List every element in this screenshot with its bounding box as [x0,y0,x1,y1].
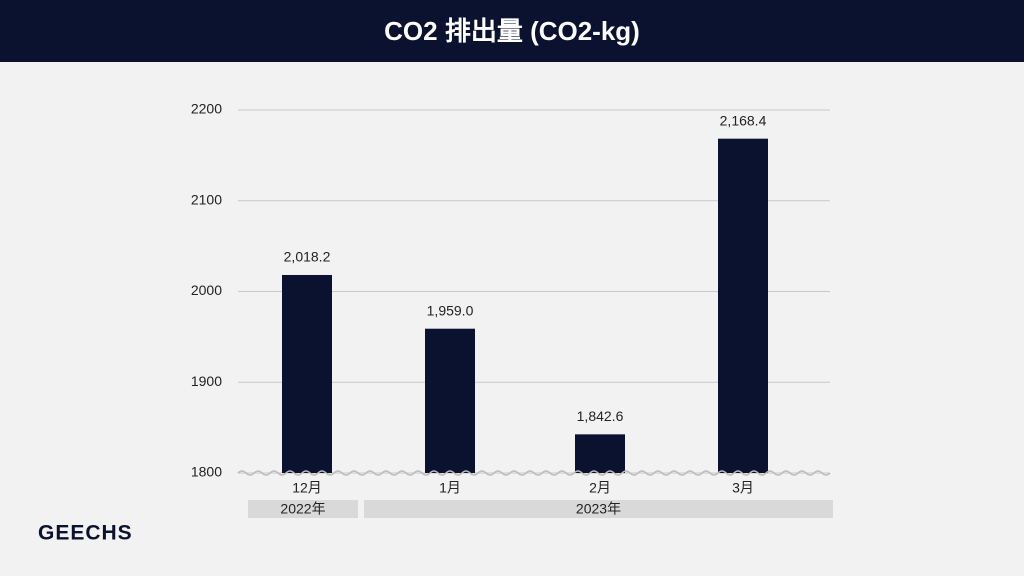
header-bar [0,0,1024,62]
y-tick-label: 1800 [191,464,222,480]
bar [282,274,332,473]
bar [718,138,768,473]
group-label: 2022年 [280,501,325,517]
value-label: 1,959.0 [427,302,474,318]
y-tick-label: 2100 [191,191,222,207]
bar [575,434,625,473]
x-tick-label: 2月 [589,480,611,496]
group-band [248,500,358,518]
y-tick-label: 2000 [191,282,222,298]
value-label: 1,842.6 [577,408,624,424]
y-tick-label: 1900 [191,373,222,389]
logo: GEECHS [38,522,133,545]
value-label: 2,018.2 [284,249,331,265]
x-tick-label: 12月 [292,480,322,496]
y-tick-label: 2200 [191,101,222,117]
group-label: 2023年 [576,501,621,517]
chart-title: CO2 排出量 (CO2-kg) [384,16,640,46]
x-tick-label: 1月 [439,480,461,496]
axis-break [237,470,831,476]
x-tick-label: 3月 [732,480,754,496]
group-band [364,500,833,518]
bar [425,328,475,473]
value-label: 2,168.4 [720,112,767,128]
